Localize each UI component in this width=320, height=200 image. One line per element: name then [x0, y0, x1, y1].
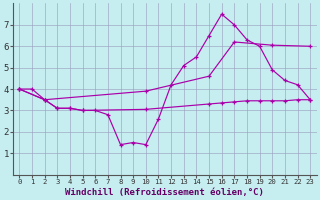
X-axis label: Windchill (Refroidissement éolien,°C): Windchill (Refroidissement éolien,°C) [65, 188, 264, 197]
